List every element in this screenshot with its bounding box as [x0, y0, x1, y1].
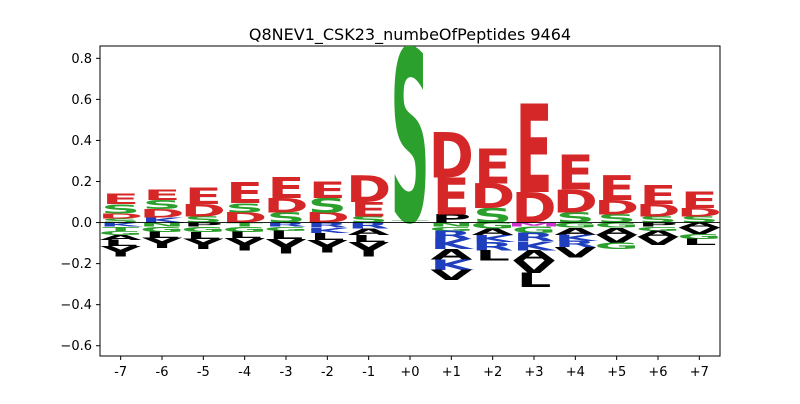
y-tick-label: −0.2 [60, 257, 92, 272]
logo-letter-Y: Y [100, 244, 142, 260]
logo-letter-Y: Y [141, 235, 183, 251]
y-tick-label: 0.0 [71, 216, 92, 231]
logo-letter-E: E [557, 146, 594, 202]
y-tick-label: 0.6 [71, 93, 92, 108]
x-tick-label: +6 [648, 365, 667, 380]
x-tick-label: +2 [483, 365, 502, 380]
logo-letter-E: E [639, 181, 676, 210]
logo-letter-L: L [682, 238, 717, 248]
logo-letter-Y: Y [224, 235, 266, 254]
y-tick-label: 0.2 [71, 175, 92, 190]
x-tick-label: -3 [280, 365, 293, 380]
x-tick-label: +7 [690, 365, 709, 380]
x-tick-label: -7 [114, 365, 127, 380]
y-tick-label: 0.4 [71, 134, 92, 149]
logo-letter-V: V [637, 235, 680, 248]
logo-letter-E: E [598, 169, 635, 209]
logo-letter-E: E [681, 187, 718, 214]
x-tick-label: -1 [362, 365, 375, 380]
logo-letter-E: E [185, 183, 222, 210]
x-tick-label: +0 [400, 365, 419, 380]
x-tick-label: -5 [197, 365, 210, 380]
logo-letter-D: D [429, 120, 474, 192]
logo-letter-E: E [515, 81, 552, 222]
logo-letter-E: E [102, 191, 139, 207]
x-tick-label: +3 [524, 365, 543, 380]
logo-letter-Y: Y [182, 236, 224, 252]
y-axis: −0.6 −0.4 −0.2 0.0 0.2 0.4 0.6 0.8 [60, 52, 100, 354]
logo-letter-E: E [143, 187, 180, 203]
logo-letter-E: E [226, 178, 263, 211]
logo-letter-Y: Y [265, 235, 306, 258]
logo-letter-L: L [517, 269, 552, 292]
x-axis: -7 -6 -5 -4 -3 -2 -1 +0 +1 +2 +3 +4 +5 +6 +7 [114, 356, 709, 380]
y-tick-label: −0.6 [60, 339, 92, 354]
y-tick-label: −0.4 [60, 298, 92, 313]
y-tick-label: 0.8 [71, 52, 92, 67]
logo-letter-G: G [594, 242, 639, 252]
logo-letter-Y: Y [306, 237, 348, 256]
x-tick-label: -2 [321, 365, 334, 380]
x-tick-label: +4 [566, 365, 585, 380]
logo-letter-D: D [346, 168, 391, 211]
logo-letter-V: V [554, 245, 596, 261]
logo-letter-E: E [267, 173, 304, 206]
x-tick-label: -4 [238, 365, 251, 380]
x-tick-label: +1 [442, 365, 461, 380]
chart-title: Q8NEV1_CSK23_numbeOfPeptides 9464 [249, 25, 571, 45]
logo-letter-V: V [430, 267, 472, 283]
logo-letter-Y: Y [348, 238, 389, 261]
x-tick-label: -6 [156, 365, 169, 380]
logo-letter-L: L [475, 248, 510, 264]
logo-letter-E: E [474, 140, 511, 196]
x-tick-label: +5 [607, 365, 626, 380]
logo-letter-E: E [309, 177, 346, 204]
